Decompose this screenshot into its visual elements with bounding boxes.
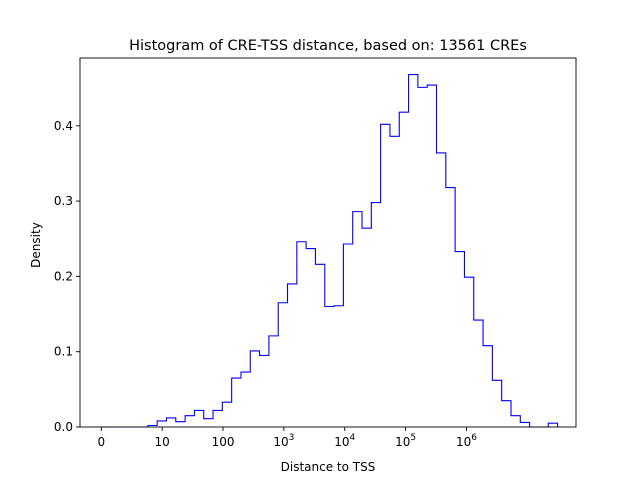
- x-axis-ticks: 0 10 100 103 104 105 106: [97, 427, 477, 449]
- x-tick-label: 100: [212, 435, 235, 449]
- y-tick-label: 0.3: [54, 194, 73, 208]
- chart-title: Histogram of CRE-TSS distance, based on:…: [129, 38, 527, 54]
- y-axis-ticks: 0.0 0.1 0.2 0.3 0.4: [54, 119, 80, 434]
- y-tick-label: 0.2: [54, 269, 73, 283]
- x-tick-label: 105: [395, 433, 416, 449]
- histogram-step-line: [101, 74, 559, 428]
- plot-area: [79, 57, 577, 428]
- y-tick-label: 0.1: [54, 345, 73, 359]
- y-tick-label: 0.4: [54, 119, 73, 133]
- x-tick-label: 103: [273, 433, 294, 449]
- x-tick-label: 10: [155, 435, 170, 449]
- y-axis-label: Density: [29, 222, 43, 268]
- x-axis-label: Distance to TSS: [281, 460, 376, 474]
- y-tick-label: 0.0: [54, 420, 73, 434]
- x-tick-label: 106: [456, 433, 477, 449]
- x-tick-label: 0: [97, 435, 105, 449]
- x-tick-label: 104: [334, 433, 355, 449]
- plot-frame: [79, 57, 577, 428]
